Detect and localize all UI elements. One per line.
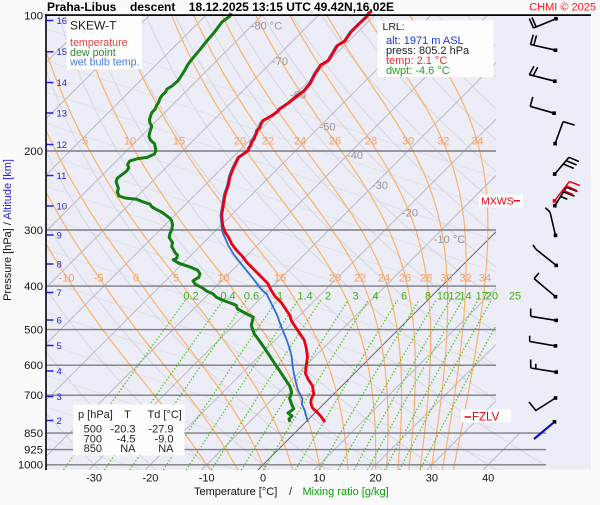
svg-text:SKEW-T: SKEW-T <box>70 19 117 33</box>
svg-text:32: 32 <box>437 136 449 148</box>
svg-text:wet bulb temp.: wet bulb temp. <box>69 56 140 68</box>
svg-text:49.42N,16.02E: 49.42N,16.02E <box>314 0 394 14</box>
svg-text:5: 5 <box>173 273 179 285</box>
svg-text:4: 4 <box>57 366 62 377</box>
svg-text:200: 200 <box>24 146 43 158</box>
svg-text:Praha-Libus: Praha-Libus <box>47 0 117 14</box>
svg-text:-10 °C: -10 °C <box>434 234 465 246</box>
svg-text:dwpt: -4.6 °C: dwpt: -4.6 °C <box>386 65 450 77</box>
svg-text:2: 2 <box>325 291 331 303</box>
svg-text:4: 4 <box>372 291 378 303</box>
svg-text:100: 100 <box>24 11 43 23</box>
svg-text:-80 °C: -80 °C <box>251 21 282 33</box>
svg-text:5: 5 <box>82 136 88 148</box>
svg-text:14: 14 <box>57 78 68 89</box>
svg-text:20: 20 <box>486 291 498 303</box>
svg-text:11: 11 <box>57 171 67 182</box>
svg-text:6: 6 <box>401 291 407 303</box>
svg-text:22: 22 <box>262 136 274 148</box>
svg-text:Td [°C]: Td [°C] <box>148 409 182 421</box>
svg-text:400: 400 <box>24 281 43 293</box>
svg-text:500: 500 <box>24 324 43 336</box>
svg-text:20: 20 <box>329 273 341 285</box>
svg-text:NA: NA <box>120 443 136 455</box>
svg-text:LRL:: LRL: <box>383 21 405 33</box>
svg-text:Mixing ratio [g/kg]: Mixing ratio [g/kg] <box>303 486 389 498</box>
svg-text:9: 9 <box>57 230 62 241</box>
svg-text:22: 22 <box>354 273 366 285</box>
svg-text:850: 850 <box>24 428 43 440</box>
svg-text:-10: -10 <box>59 273 75 285</box>
svg-text:-20: -20 <box>402 208 418 220</box>
svg-text:-70: -70 <box>272 56 288 68</box>
svg-text:26: 26 <box>329 136 341 148</box>
svg-text:-50: -50 <box>320 122 336 134</box>
svg-text:3: 3 <box>57 392 62 403</box>
svg-text:16: 16 <box>57 16 68 27</box>
svg-text:Pressure [hPa] / Altitude [k: Pressure [hPa] / Altitude [km] <box>2 159 14 301</box>
svg-text:10: 10 <box>217 273 229 285</box>
svg-text:32: 32 <box>459 273 471 285</box>
svg-text:7: 7 <box>57 288 62 299</box>
svg-text:30: 30 <box>426 473 438 485</box>
svg-text:10: 10 <box>57 201 68 212</box>
svg-text:18.12.2025 13:15 UTC: 18.12.2025 13:15 UTC <box>189 0 311 14</box>
svg-text:300: 300 <box>24 225 43 237</box>
svg-text:12: 12 <box>57 140 68 151</box>
svg-text:28: 28 <box>365 136 377 148</box>
svg-text:20: 20 <box>234 136 246 148</box>
svg-text:0: 0 <box>133 273 139 285</box>
svg-text:850: 850 <box>84 443 102 455</box>
svg-text:1000: 1000 <box>18 460 43 472</box>
svg-text:925: 925 <box>24 444 43 456</box>
svg-text:-30: -30 <box>372 180 388 192</box>
svg-text:1.4: 1.4 <box>297 291 312 303</box>
svg-text:-40: -40 <box>347 150 363 162</box>
svg-text:600: 600 <box>24 360 43 372</box>
svg-text:10: 10 <box>313 473 325 485</box>
svg-text:MXWS: MXWS <box>481 196 514 208</box>
svg-text:10: 10 <box>437 291 449 303</box>
svg-text:0.2: 0.2 <box>183 291 198 303</box>
svg-text:6: 6 <box>57 315 62 326</box>
svg-text:0.6: 0.6 <box>244 291 259 303</box>
svg-text:8: 8 <box>57 259 62 270</box>
svg-text:descent: descent <box>130 0 175 14</box>
svg-text:34: 34 <box>479 273 491 285</box>
svg-text:-20: -20 <box>142 473 158 485</box>
svg-text:26: 26 <box>399 273 411 285</box>
svg-text:34: 34 <box>471 136 483 148</box>
svg-text:24: 24 <box>294 136 306 148</box>
svg-text:3: 3 <box>352 291 358 303</box>
svg-text:8: 8 <box>425 291 431 303</box>
svg-text:28: 28 <box>420 273 432 285</box>
svg-text:15: 15 <box>173 136 185 148</box>
svg-text:24: 24 <box>378 273 390 285</box>
svg-text:CHMI © 2025: CHMI © 2025 <box>529 1 596 13</box>
svg-text:25: 25 <box>509 291 521 303</box>
svg-text:p [hPa]: p [hPa] <box>78 409 113 421</box>
svg-text:30: 30 <box>402 136 414 148</box>
svg-text:30: 30 <box>440 273 452 285</box>
svg-text:13: 13 <box>57 108 68 119</box>
svg-text:-30: -30 <box>86 473 102 485</box>
svg-text:NA: NA <box>158 443 174 455</box>
svg-text:15: 15 <box>57 47 68 58</box>
svg-text:-10: -10 <box>199 473 215 485</box>
svg-text:-5: -5 <box>94 273 104 285</box>
svg-text:10: 10 <box>124 136 136 148</box>
svg-text:14: 14 <box>459 291 471 303</box>
svg-text:20: 20 <box>369 473 381 485</box>
svg-text:2: 2 <box>57 416 62 427</box>
svg-text:0: 0 <box>260 473 266 485</box>
svg-text:15: 15 <box>274 273 286 285</box>
svg-text:Temperature [°C]: Temperature [°C] <box>194 486 277 498</box>
svg-text:5: 5 <box>57 341 62 352</box>
svg-text:40: 40 <box>482 473 494 485</box>
svg-text:T: T <box>124 409 131 421</box>
svg-text:FZLV: FZLV <box>472 412 500 424</box>
svg-text:700: 700 <box>24 390 43 402</box>
